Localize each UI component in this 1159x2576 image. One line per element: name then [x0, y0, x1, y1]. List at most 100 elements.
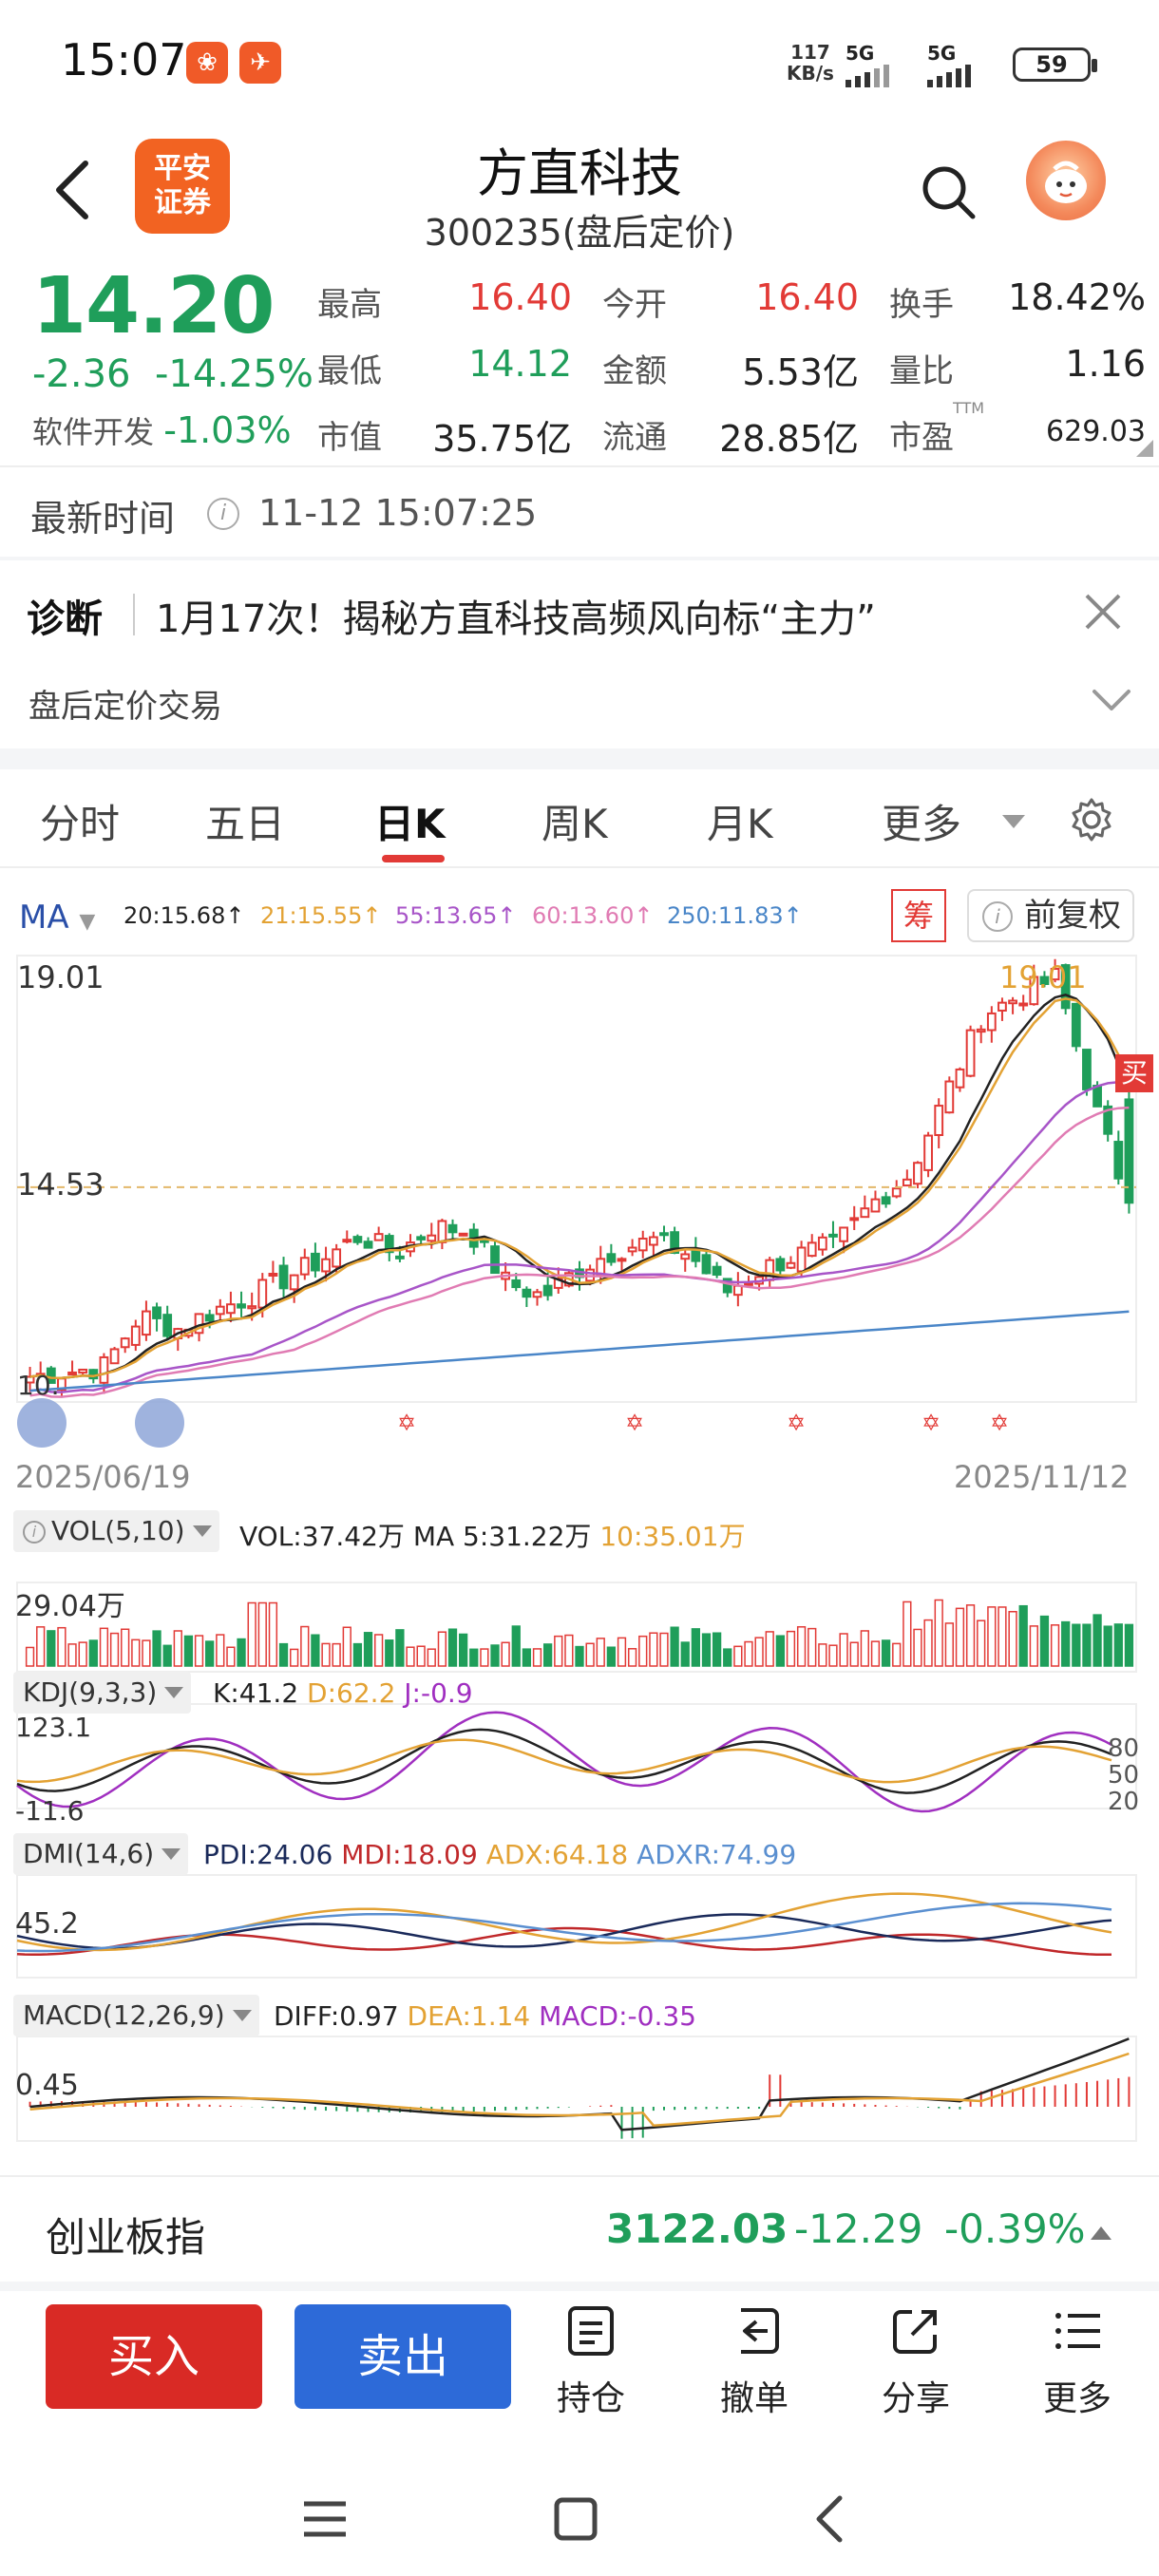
volume-bar [268, 1601, 278, 1667]
candle [67, 1360, 77, 1375]
open-label: 今开 [602, 286, 667, 324]
amount-label: 金额 [602, 352, 667, 390]
buy-sell-tag[interactable]: 买 [1115, 1054, 1153, 1092]
assistant-avatar[interactable] [1026, 141, 1106, 220]
candle [1071, 1002, 1081, 1052]
volume-bar [416, 1645, 426, 1667]
home-icon[interactable] [554, 2497, 598, 2541]
ma-legend-60: 60:13.60↑ [532, 902, 654, 929]
volume-bar [226, 1646, 236, 1667]
diagnosis-text[interactable]: 1月17次！揭秘方直科技高频风向标“主力” [156, 597, 876, 641]
volume-bar [88, 1639, 98, 1667]
vol-ratio-value: 1.16 [1065, 343, 1146, 385]
gear-icon[interactable] [1068, 796, 1115, 843]
tab-more[interactable]: 更多 [882, 801, 962, 847]
vol-indicator-selector[interactable]: i VOL(5,10) [13, 1510, 219, 1552]
sector-info[interactable]: 软件开发 -1.03% [32, 409, 292, 451]
volume-bar [977, 1619, 986, 1667]
event-marker-icon: ✡ [787, 1410, 806, 1436]
kline-chart[interactable]: ✡ ✡ ✡ ✡ ✡ [0, 868, 1159, 2175]
volume-bar [437, 1631, 447, 1667]
holdings-button[interactable]: 持仓 [534, 2304, 648, 2428]
macd-values: DIFF:0.97 DEA:1.14 MACD:-0.35 [274, 2000, 696, 2032]
candle [807, 1234, 817, 1258]
candle [237, 1291, 246, 1317]
volume-bar [511, 1625, 521, 1667]
volume-bar [881, 1639, 891, 1667]
signal-icon: 5G [927, 44, 994, 91]
candle [817, 1233, 827, 1256]
macd-dea-line [29, 2052, 1130, 2127]
more-button[interactable]: 更多 [1020, 2304, 1134, 2428]
candle [986, 1006, 997, 1043]
buy-button[interactable]: 买入 [46, 2304, 262, 2409]
macd-indicator-selector[interactable]: MACD(12,26,9) [13, 1995, 259, 2036]
high-label: 最高 [317, 286, 382, 324]
price-max-label: 19.01 [17, 959, 104, 995]
candle [944, 1076, 955, 1114]
divider [133, 594, 135, 635]
ma-250-line [29, 1310, 1130, 1392]
candle [532, 1288, 542, 1306]
volume-bar [913, 1628, 922, 1667]
kdj-values: K:41.2 D:62.2 J:-0.9 [213, 1677, 473, 1709]
kdj-indicator-selector[interactable]: KDJ(9,3,3) [13, 1672, 192, 1714]
volume-bar [564, 1634, 574, 1667]
dmi-indicator-selector[interactable]: DMI(14,6) [13, 1833, 189, 1875]
info-icon[interactable]: i [207, 498, 239, 530]
chevron-down-icon[interactable] [1091, 686, 1132, 714]
volume-bar [542, 1643, 553, 1667]
caret-down-icon[interactable] [1002, 815, 1025, 828]
kdj-level-50: 50 [1108, 1761, 1140, 1790]
tab-monthly-k[interactable]: 月K [707, 801, 773, 847]
volume-bar [1072, 1623, 1081, 1667]
tab-daily-k[interactable]: 日K [374, 801, 446, 847]
volume-bar [585, 1642, 595, 1667]
index-ticker[interactable]: 创业板指 3122.03 -12.29 -0.39% [0, 2175, 1159, 2282]
tab-weekly-k[interactable]: 周K [542, 801, 608, 847]
ma-legend-250: 250:11.83↑ [667, 902, 803, 929]
close-icon[interactable] [1081, 590, 1125, 634]
candle [881, 1191, 891, 1208]
dmi-axis-label: 45.2 [15, 1907, 79, 1941]
menu-icon[interactable] [304, 2501, 346, 2537]
after-hours-label[interactable]: 盘后定价交易 [28, 688, 222, 726]
latest-time-value: 11-12 15:07:25 [258, 492, 538, 534]
share-button[interactable]: 分享 [859, 2304, 973, 2428]
sell-button[interactable]: 卖出 [294, 2304, 511, 2409]
volume-bar [406, 1646, 415, 1667]
ma-21-line [29, 997, 1130, 1380]
ma-legend-21: 21:15.55↑ [260, 902, 382, 929]
chart-nav-icon [135, 1398, 184, 1448]
status-bar: 15:07 ❀ ✈ 117 KB/s 5G 5G 59 [0, 0, 1159, 123]
volume-bar [944, 1622, 954, 1667]
volume-bar [278, 1642, 289, 1667]
kdj-level-20: 20 [1108, 1788, 1140, 1816]
volume-bar [25, 1646, 35, 1667]
volume-bar [342, 1626, 352, 1667]
expand-corner-icon[interactable] [1136, 440, 1153, 457]
broker-logo: 平安 证券 [135, 139, 230, 234]
cancel-order-button[interactable]: 撤单 [697, 2304, 811, 2428]
ma-selector[interactable]: MA ▼ [19, 899, 96, 937]
candle [299, 1248, 310, 1280]
volume-bar [554, 1635, 563, 1667]
search-icon[interactable] [918, 161, 978, 222]
date-end-label: 2025/11/12 [954, 1459, 1130, 1495]
tab-intraday[interactable]: 分时 [40, 801, 121, 847]
caret-up-icon[interactable] [1091, 2226, 1112, 2240]
chip-distribution-button[interactable]: 筹 [891, 889, 946, 942]
event-marker-icon: ✡ [625, 1410, 644, 1436]
vol-axis-label: 29.04万 [15, 1590, 125, 1623]
back-icon[interactable] [816, 2495, 843, 2543]
price-adjust-button[interactable]: i 前复权 [967, 889, 1134, 942]
back-button[interactable] [46, 152, 103, 228]
volume-bar [723, 1648, 732, 1667]
chart-area[interactable]: MA ▼ 20:15.68↑ 21:15.55↑ 55:13.65↑ 60:13… [0, 868, 1159, 2169]
tab-five-day[interactable]: 五日 [205, 801, 286, 847]
candle [311, 1242, 320, 1278]
diagnosis-banner[interactable]: 诊断 1月17次！揭秘方直科技高频风向标“主力” [0, 575, 1159, 660]
candle [648, 1231, 658, 1257]
dmi-pdi-line [16, 1913, 1112, 1950]
ma-20-line [29, 993, 1130, 1380]
